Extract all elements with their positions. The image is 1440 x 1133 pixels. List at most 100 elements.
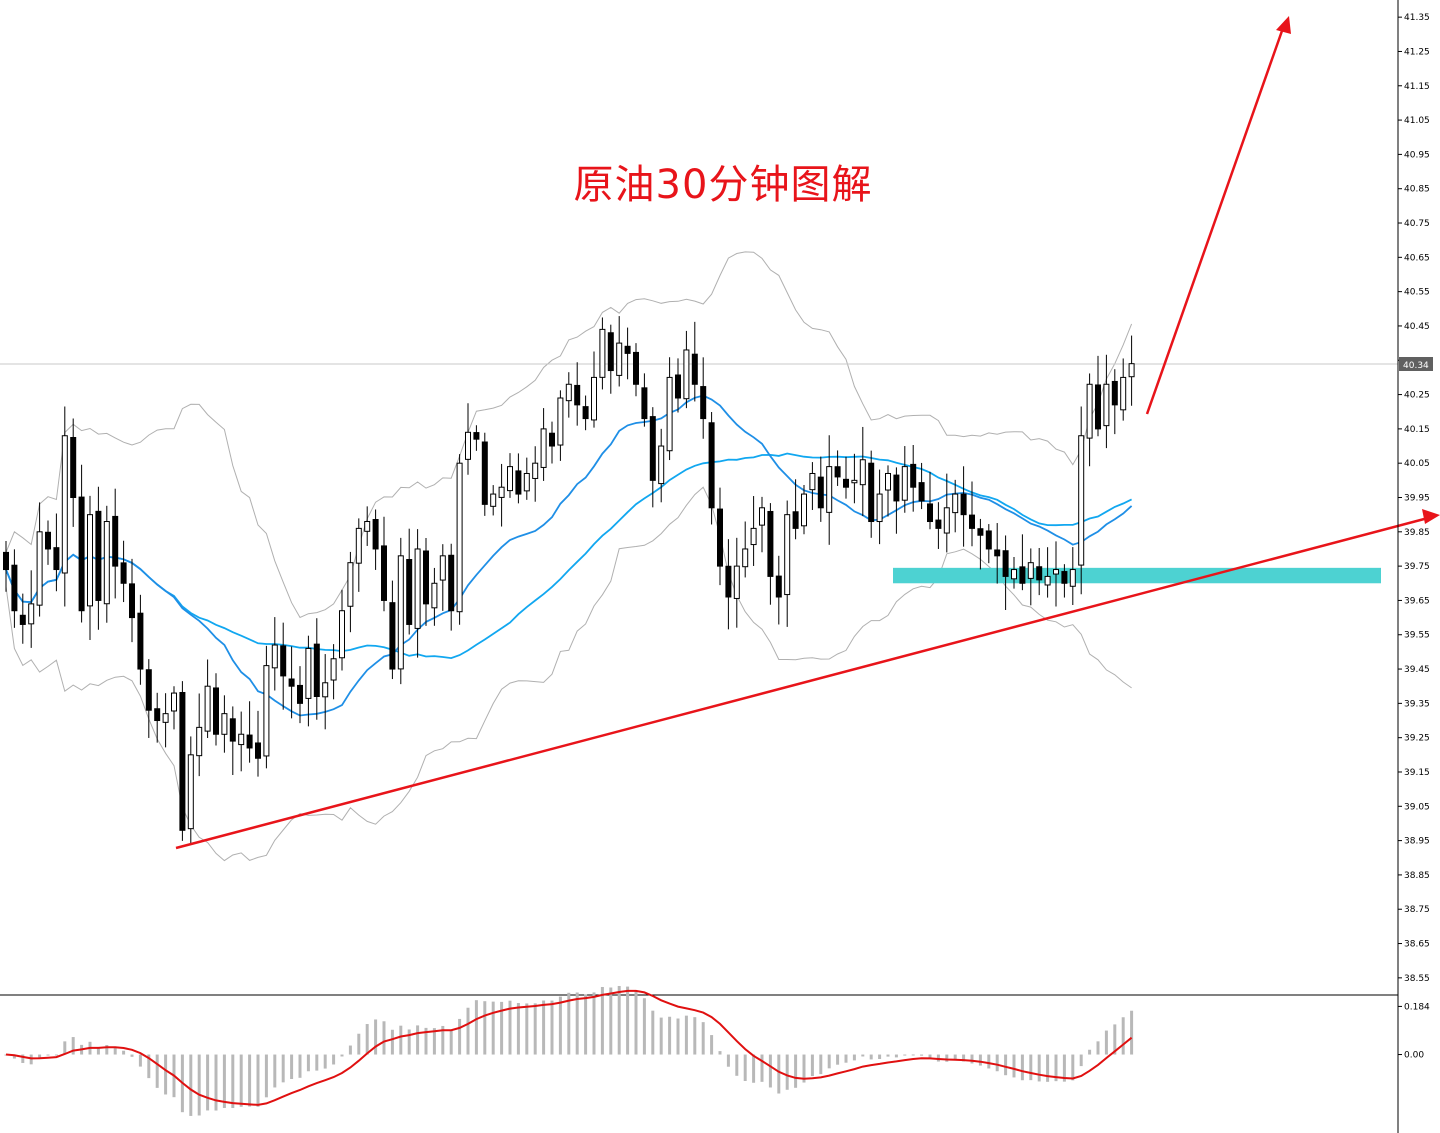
candle[interactable] [70, 418, 77, 527]
candle[interactable] [137, 594, 144, 685]
candle[interactable] [876, 469, 883, 545]
candle[interactable] [767, 503, 774, 605]
candle[interactable] [532, 446, 539, 502]
candle[interactable] [901, 446, 908, 513]
candlesticks[interactable] [3, 316, 1135, 845]
candle[interactable] [540, 408, 547, 481]
candle[interactable] [490, 485, 497, 516]
candle[interactable] [691, 321, 698, 402]
candle[interactable] [145, 659, 152, 738]
candle[interactable] [851, 453, 858, 504]
candle[interactable] [397, 537, 404, 685]
candle[interactable] [1044, 547, 1051, 598]
candle[interactable] [238, 711, 245, 772]
candle[interactable] [927, 471, 933, 530]
candle[interactable] [717, 487, 723, 586]
candle[interactable] [372, 509, 379, 570]
candle[interactable] [792, 479, 799, 540]
candle[interactable] [87, 495, 93, 641]
candle[interactable] [19, 593, 26, 644]
candle[interactable] [607, 324, 614, 394]
candle[interactable] [1053, 541, 1059, 607]
candle[interactable] [843, 456, 849, 499]
candle[interactable] [683, 330, 690, 409]
candle[interactable] [1128, 335, 1135, 406]
candle[interactable] [658, 428, 665, 503]
candle[interactable] [313, 618, 320, 720]
candle[interactable] [675, 358, 681, 413]
candle[interactable] [910, 444, 917, 512]
candle[interactable] [591, 351, 597, 428]
candle[interactable] [834, 450, 841, 486]
candle[interactable] [347, 551, 354, 633]
candle[interactable] [322, 654, 329, 730]
candle[interactable] [229, 706, 236, 776]
candle[interactable] [809, 462, 816, 510]
candle[interactable] [507, 453, 513, 498]
candle[interactable] [1011, 556, 1017, 589]
candle[interactable] [1069, 547, 1076, 606]
candle[interactable] [465, 403, 471, 475]
candle[interactable] [179, 681, 186, 841]
candle[interactable] [162, 693, 169, 748]
candle[interactable] [935, 502, 942, 549]
candle[interactable] [985, 524, 992, 564]
candle[interactable] [565, 372, 572, 418]
candle[interactable] [61, 406, 68, 607]
candle[interactable] [364, 506, 371, 546]
candle[interactable] [204, 659, 211, 738]
candle[interactable] [36, 502, 43, 617]
candle[interactable] [515, 453, 522, 504]
candle[interactable] [1103, 354, 1110, 449]
candle[interactable] [1111, 369, 1118, 435]
candle[interactable] [960, 466, 967, 547]
candle[interactable] [893, 467, 900, 534]
candle[interactable] [523, 457, 530, 500]
candle[interactable] [330, 644, 337, 700]
candle[interactable] [994, 523, 1001, 584]
candle[interactable] [918, 462, 925, 510]
candle[interactable] [885, 465, 891, 517]
candle[interactable] [750, 496, 757, 566]
candle[interactable] [557, 390, 564, 461]
candle[interactable] [498, 463, 505, 527]
candle[interactable] [759, 496, 765, 553]
candle[interactable] [456, 454, 463, 625]
candle[interactable] [775, 555, 782, 625]
candle[interactable] [952, 479, 959, 533]
candle[interactable] [221, 695, 228, 753]
candle[interactable] [1086, 373, 1093, 467]
candle[interactable] [448, 543, 455, 631]
candle[interactable] [624, 327, 631, 380]
candle[interactable] [859, 426, 866, 517]
candle[interactable] [423, 537, 429, 626]
candle[interactable] [969, 481, 975, 547]
candle[interactable] [473, 425, 480, 451]
candle[interactable] [196, 693, 203, 777]
candle[interactable] [826, 435, 833, 545]
candle[interactable] [742, 521, 749, 578]
candle[interactable] [943, 473, 950, 553]
candle[interactable] [1036, 547, 1043, 596]
candle[interactable] [381, 516, 387, 612]
candle[interactable] [53, 513, 60, 592]
candle[interactable] [389, 580, 396, 680]
candle[interactable] [246, 701, 253, 763]
candle[interactable] [129, 558, 135, 643]
candle[interactable] [280, 622, 287, 710]
candle[interactable] [355, 518, 362, 592]
candle[interactable] [1061, 564, 1068, 598]
candle[interactable] [977, 518, 984, 570]
candle[interactable] [297, 666, 303, 724]
candle[interactable] [633, 343, 639, 397]
candle[interactable] [700, 357, 707, 439]
candle[interactable] [271, 617, 278, 691]
candle[interactable] [305, 635, 312, 727]
candle[interactable] [78, 464, 85, 623]
candle[interactable] [103, 505, 110, 623]
candle[interactable] [1019, 534, 1026, 591]
candle[interactable] [263, 645, 270, 769]
candle[interactable] [288, 646, 295, 719]
candle[interactable] [431, 567, 438, 626]
